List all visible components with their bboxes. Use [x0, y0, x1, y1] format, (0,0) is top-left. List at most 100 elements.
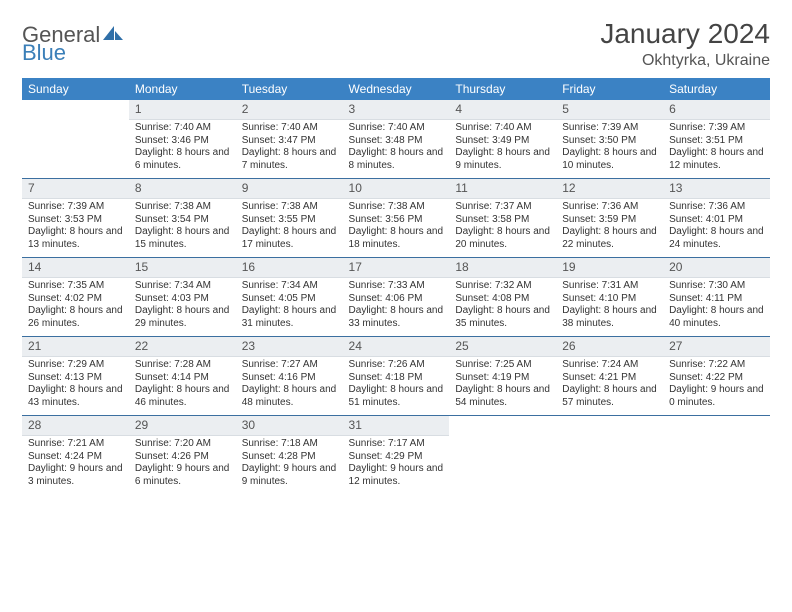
day-details: Sunrise: 7:40 AMSunset: 3:49 PMDaylight:…: [449, 120, 556, 178]
sunset-line: Sunset: 4:24 PM: [28, 451, 123, 464]
sunrise-line: Sunrise: 7:38 AM: [135, 201, 230, 214]
sunset-line: Sunset: 4:18 PM: [349, 372, 444, 385]
calendar-day-cell: 8Sunrise: 7:38 AMSunset: 3:54 PMDaylight…: [129, 179, 236, 258]
daylight-line: Daylight: 8 hours and 18 minutes.: [349, 226, 444, 251]
calendar-empty-cell: [556, 416, 663, 495]
day-number: 26: [556, 337, 663, 357]
sunrise-line: Sunrise: 7:26 AM: [349, 359, 444, 372]
day-details: Sunrise: 7:30 AMSunset: 4:11 PMDaylight:…: [663, 278, 770, 336]
sunrise-line: Sunrise: 7:30 AM: [669, 280, 764, 293]
calendar-day-cell: 22Sunrise: 7:28 AMSunset: 4:14 PMDayligh…: [129, 337, 236, 416]
sunrise-line: Sunrise: 7:31 AM: [562, 280, 657, 293]
calendar-day-cell: 17 Sunrise: 7:33 AMSunset: 4:06 PMDayligh…: [343, 258, 450, 337]
calendar-day-cell: 5Sunrise: 7:39 AMSunset: 3:50 PMDaylight…: [556, 100, 663, 179]
sunrise-line: Sunrise: 7:40 AM: [135, 122, 230, 135]
day-details: Sunrise: 7:39 AMSunset: 3:50 PMDaylight:…: [556, 120, 663, 178]
sunrise-line: Sunrise: 7:33 AM: [349, 280, 444, 293]
day-number: 16: [236, 258, 343, 278]
daylight-line: Daylight: 8 hours and 15 minutes.: [135, 226, 230, 251]
sunrise-line: Sunrise: 7:29 AM: [28, 359, 123, 372]
day-details: Sunrise: 7:20 AMSunset: 4:26 PMDaylight:…: [129, 436, 236, 494]
day-number: 28: [22, 416, 129, 436]
day-details: Sunrise: 7:26 AMSunset: 4:18 PMDaylight:…: [343, 357, 450, 415]
sunset-line: Sunset: 4:21 PM: [562, 372, 657, 385]
day-number: 2: [236, 100, 343, 120]
calendar-day-cell: 19Sunrise: 7:31 AMSunset: 4:10 PMDayligh…: [556, 258, 663, 337]
sunrise-line: Sunrise: 7:25 AM: [455, 359, 550, 372]
day-details: Sunrise: 7:38 AMSunset: 3:55 PMDaylight:…: [236, 199, 343, 257]
calendar-week-row: 21Sunrise: 7:29 AMSunset: 4:13 PMDayligh…: [22, 337, 770, 416]
day-number: 12: [556, 179, 663, 199]
sunrise-line: Sunrise: 7:24 AM: [562, 359, 657, 372]
sunset-line: Sunset: 4:02 PM: [28, 293, 123, 306]
daylight-line: Daylight: 8 hours and 54 minutes.: [455, 384, 550, 409]
sunrise-line: Sunrise: 7:39 AM: [562, 122, 657, 135]
sunrise-line: Sunrise: 7:21 AM: [28, 438, 123, 451]
sunrise-line: Sunrise: 7:38 AM: [349, 201, 444, 214]
sunrise-line: Sunrise: 7:37 AM: [455, 201, 550, 214]
calendar-day-cell: 12Sunrise: 7:36 AMSunset: 3:59 PMDayligh…: [556, 179, 663, 258]
daylight-line: Daylight: 8 hours and 35 minutes.: [455, 305, 550, 330]
sunrise-line: Sunrise: 7:22 AM: [669, 359, 764, 372]
day-number: 21: [22, 337, 129, 357]
day-number: 22: [129, 337, 236, 357]
daylight-line: Daylight: 8 hours and 38 minutes.: [562, 305, 657, 330]
day-number: 3: [343, 100, 450, 120]
brand-logo: General Blue: [22, 24, 124, 64]
title-block: January 2024 Okhtyrka, Ukraine: [600, 18, 770, 70]
daylight-line: Daylight: 8 hours and 26 minutes.: [28, 305, 123, 330]
day-details: Sunrise: 7:27 AMSunset: 4:16 PMDaylight:…: [236, 357, 343, 415]
sunrise-line: Sunrise: 7:39 AM: [28, 201, 123, 214]
calendar-day-cell: 18Sunrise: 7:32 AMSunset: 4:08 PMDayligh…: [449, 258, 556, 337]
day-number: 17: [343, 258, 450, 278]
calendar-day-cell: 27Sunrise: 7:22 AMSunset: 4:22 PMDayligh…: [663, 337, 770, 416]
day-number: 31: [343, 416, 450, 436]
day-details: Sunrise: 7:40 AMSunset: 3:48 PMDaylight:…: [343, 120, 450, 178]
calendar-day-cell: 29Sunrise: 7:20 AMSunset: 4:26 PMDayligh…: [129, 416, 236, 495]
day-details: Sunrise: 7:28 AMSunset: 4:14 PMDaylight:…: [129, 357, 236, 415]
sunset-line: Sunset: 3:53 PM: [28, 214, 123, 227]
sunset-line: Sunset: 3:55 PM: [242, 214, 337, 227]
day-number: 9: [236, 179, 343, 199]
day-details: Sunrise: 7:38 AMSunset: 3:54 PMDaylight:…: [129, 199, 236, 257]
sunset-line: Sunset: 4:10 PM: [562, 293, 657, 306]
day-details: Sunrise: 7:34 AMSunset: 4:05 PMDaylight:…: [236, 278, 343, 336]
sunrise-line: Sunrise: 7:32 AM: [455, 280, 550, 293]
calendar-day-cell: 9Sunrise: 7:38 AMSunset: 3:55 PMDaylight…: [236, 179, 343, 258]
daylight-line: Daylight: 8 hours and 33 minutes.: [349, 305, 444, 330]
daylight-line: Daylight: 8 hours and 40 minutes.: [669, 305, 764, 330]
day-details: Sunrise: 7:39 AMSunset: 3:51 PMDaylight:…: [663, 120, 770, 178]
calendar-empty-cell: [663, 416, 770, 495]
day-number: 29: [129, 416, 236, 436]
calendar-day-cell: 7Sunrise: 7:39 AMSunset: 3:53 PMDaylight…: [22, 179, 129, 258]
sunset-line: Sunset: 4:01 PM: [669, 214, 764, 227]
day-number: 8: [129, 179, 236, 199]
day-number: 5: [556, 100, 663, 120]
daylight-line: Daylight: 8 hours and 8 minutes.: [349, 147, 444, 172]
daylight-line: Daylight: 9 hours and 0 minutes.: [669, 384, 764, 409]
calendar-empty-cell: [449, 416, 556, 495]
calendar-day-cell: 28 Sunrise: 7:21 AMSunset: 4:24 PMDayligh…: [22, 416, 129, 495]
day-number: 1: [129, 100, 236, 120]
day-number: 13: [663, 179, 770, 199]
daylight-line: Daylight: 8 hours and 51 minutes.: [349, 384, 444, 409]
calendar-week-row: 28 Sunrise: 7:21 AMSunset: 4:24 PMDayligh…: [22, 416, 770, 495]
sunset-line: Sunset: 4:06 PM: [349, 293, 444, 306]
day-number: 23: [236, 337, 343, 357]
calendar-day-cell: 2Sunrise: 7:40 AMSunset: 3:47 PMDaylight…: [236, 100, 343, 179]
sunrise-line: Sunrise: 7:40 AM: [455, 122, 550, 135]
brand-text-blue: Blue: [22, 40, 66, 65]
day-number: 10: [343, 179, 450, 199]
daylight-line: Daylight: 9 hours and 3 minutes.: [28, 463, 123, 488]
calendar-day-cell: 30Sunrise: 7:18 AMSunset: 4:28 PMDayligh…: [236, 416, 343, 495]
daylight-line: Daylight: 8 hours and 17 minutes.: [242, 226, 337, 251]
calendar-day-cell: 25Sunrise: 7:25 AMSunset: 4:19 PMDayligh…: [449, 337, 556, 416]
sunrise-line: Sunrise: 7:40 AM: [349, 122, 444, 135]
sail-icon: [102, 24, 124, 46]
sunset-line: Sunset: 4:28 PM: [242, 451, 337, 464]
sunset-line: Sunset: 3:47 PM: [242, 135, 337, 148]
daylight-line: Daylight: 8 hours and 46 minutes.: [135, 384, 230, 409]
day-details: Sunrise: 7:38 AMSunset: 3:56 PMDaylight:…: [343, 199, 450, 257]
daylight-line: Daylight: 8 hours and 13 minutes.: [28, 226, 123, 251]
day-number: 11: [449, 179, 556, 199]
